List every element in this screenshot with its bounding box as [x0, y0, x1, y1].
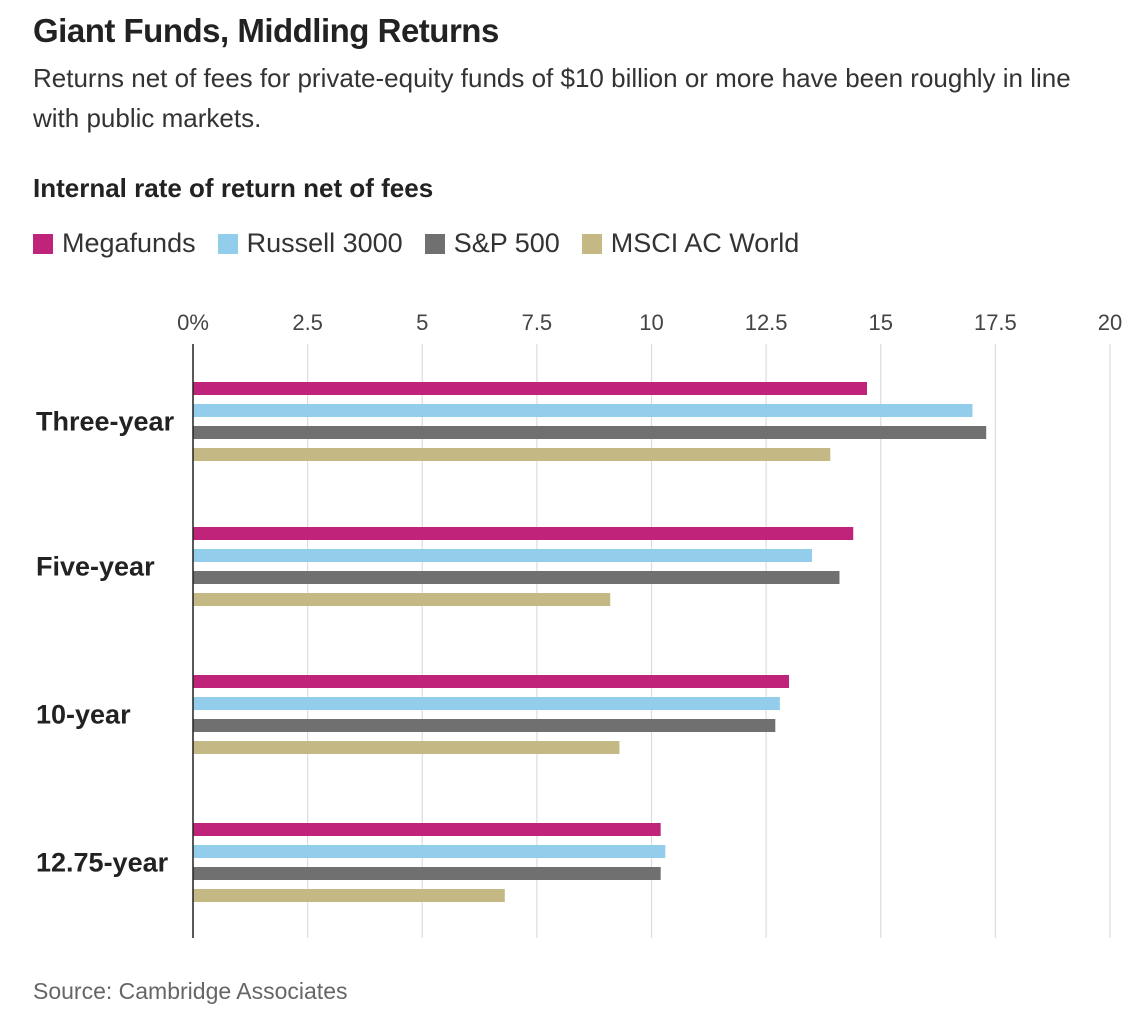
x-tick-label: 0% [177, 310, 209, 335]
x-tick-label: 10 [639, 310, 663, 335]
legend-swatch-russell-3000 [217, 233, 238, 254]
legend-swatch-sp-500 [424, 233, 445, 254]
bar-sp-500-three-year [193, 426, 987, 439]
axis-label: Internal rate of return net of fees [33, 173, 434, 203]
bar-russell-3000-three-year [193, 404, 973, 417]
legend-label-russell-3000: Russell 3000 [246, 228, 403, 258]
x-tick-label: 17.5 [974, 310, 1017, 335]
x-tick-label: 7.5 [522, 310, 553, 335]
category-label-five-year: Five-year [36, 552, 155, 582]
bar-msci-ac-world-five-year [193, 593, 611, 606]
x-tick-label: 12.5 [745, 310, 788, 335]
chart-subtitle: Returns net of fees for private-equity f… [33, 63, 1071, 133]
bar-sp-500-10-year [193, 719, 776, 732]
bar-russell-3000-12-75-year [193, 845, 666, 858]
bar-sp-500-12-75-year [193, 867, 661, 880]
legend-label-msci-ac-world: MSCI AC World [610, 228, 800, 258]
legend-label-sp-500: S&P 500 [453, 228, 560, 258]
category-label-12-75-year: 12.75-year [36, 848, 169, 878]
legend-item-megafunds: Megafunds [33, 228, 196, 259]
bar-megafunds-12-75-year [193, 823, 661, 836]
x-tick-label: 5 [416, 310, 428, 335]
legend-swatch-msci-ac-world [581, 233, 602, 254]
legend-label-megafunds: Megafunds [62, 228, 196, 258]
bar-megafunds-five-year [193, 527, 854, 540]
x-tick-label: 20 [1098, 310, 1122, 335]
bar-msci-ac-world-three-year [193, 448, 831, 461]
bar-russell-3000-five-year [193, 549, 812, 562]
bar-chart: 0% 2.5 5 7.5 10 12.5 15 17.5 20 Three-year Five-ye… [36, 310, 1122, 938]
bar-sp-500-five-year [193, 571, 840, 584]
x-tick-label: 15 [869, 310, 893, 335]
bar-megafunds-three-year [193, 382, 867, 395]
chart-title: Giant Funds, Middling Returns [33, 12, 499, 49]
source-note: Source: Cambridge Associates [33, 978, 348, 1004]
category-label-three-year: Three-year [36, 407, 175, 437]
category-label-10-year: 10-year [36, 700, 131, 730]
x-tick-label: 2.5 [292, 310, 323, 335]
bar-megafunds-10-year [193, 675, 790, 688]
legend-item-sp-500: S&P 500 [424, 228, 560, 259]
bar-msci-ac-world-10-year [193, 741, 620, 754]
legend-item-msci-ac-world: MSCI AC World [581, 228, 800, 259]
legend: Megafunds Russell 3000 S&P 500 MSCI AC W… [33, 228, 821, 259]
bar-russell-3000-10-year [193, 697, 780, 710]
legend-item-russell-3000: Russell 3000 [217, 228, 403, 259]
legend-swatch-megafunds [33, 233, 53, 254]
bar-msci-ac-world-12-75-year [193, 889, 505, 902]
